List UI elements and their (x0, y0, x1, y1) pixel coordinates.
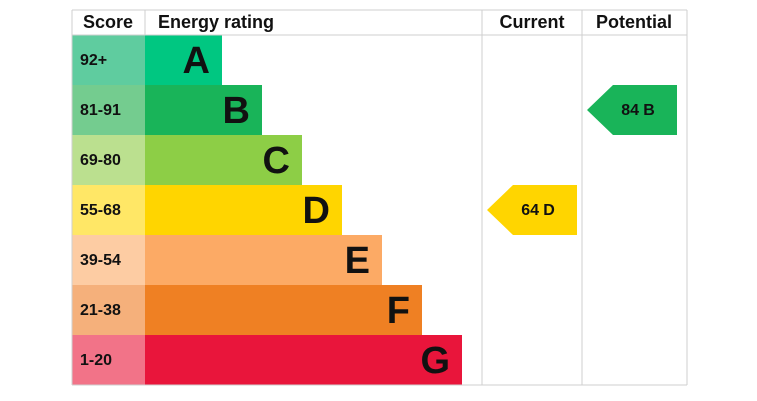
rating-bar (145, 85, 262, 135)
score-cell (72, 35, 145, 85)
rating-letter: E (345, 240, 370, 282)
score-label: 39-54 (80, 252, 121, 269)
header-potential: Potential (596, 12, 672, 32)
rating-letter: B (223, 90, 250, 132)
current-value: 64 (521, 202, 539, 219)
rating-letter: C (263, 140, 290, 182)
potential-value: 84 (621, 102, 639, 119)
header-score: Score (83, 12, 133, 32)
score-cell (72, 85, 145, 135)
score-label: 1-20 (80, 352, 112, 369)
potential-arrow (587, 85, 677, 135)
score-label: 21-38 (80, 302, 121, 319)
score-cell (72, 335, 145, 385)
rating-bar (145, 35, 222, 85)
score-cell (72, 185, 145, 235)
current-band: D (543, 202, 555, 219)
header-current: Current (499, 12, 564, 32)
rating-letter: D (303, 190, 330, 232)
rating-bar (145, 285, 422, 335)
score-cell (72, 235, 145, 285)
score-label: 81-91 (80, 102, 121, 119)
rating-bar (145, 185, 342, 235)
score-label: 92+ (80, 52, 107, 69)
score-cell (72, 135, 145, 185)
rating-bar (145, 335, 462, 385)
score-label: 55-68 (80, 202, 121, 219)
score-cell (72, 285, 145, 335)
current-arrow (487, 185, 577, 235)
rating-bar (145, 235, 382, 285)
rating-bar (145, 135, 302, 185)
rating-letter: F (387, 290, 410, 332)
potential-band: B (643, 102, 655, 119)
score-label: 69-80 (80, 152, 121, 169)
rating-letter: G (420, 340, 450, 382)
header-rating: Energy rating (158, 12, 274, 32)
rating-letter: A (183, 40, 210, 82)
